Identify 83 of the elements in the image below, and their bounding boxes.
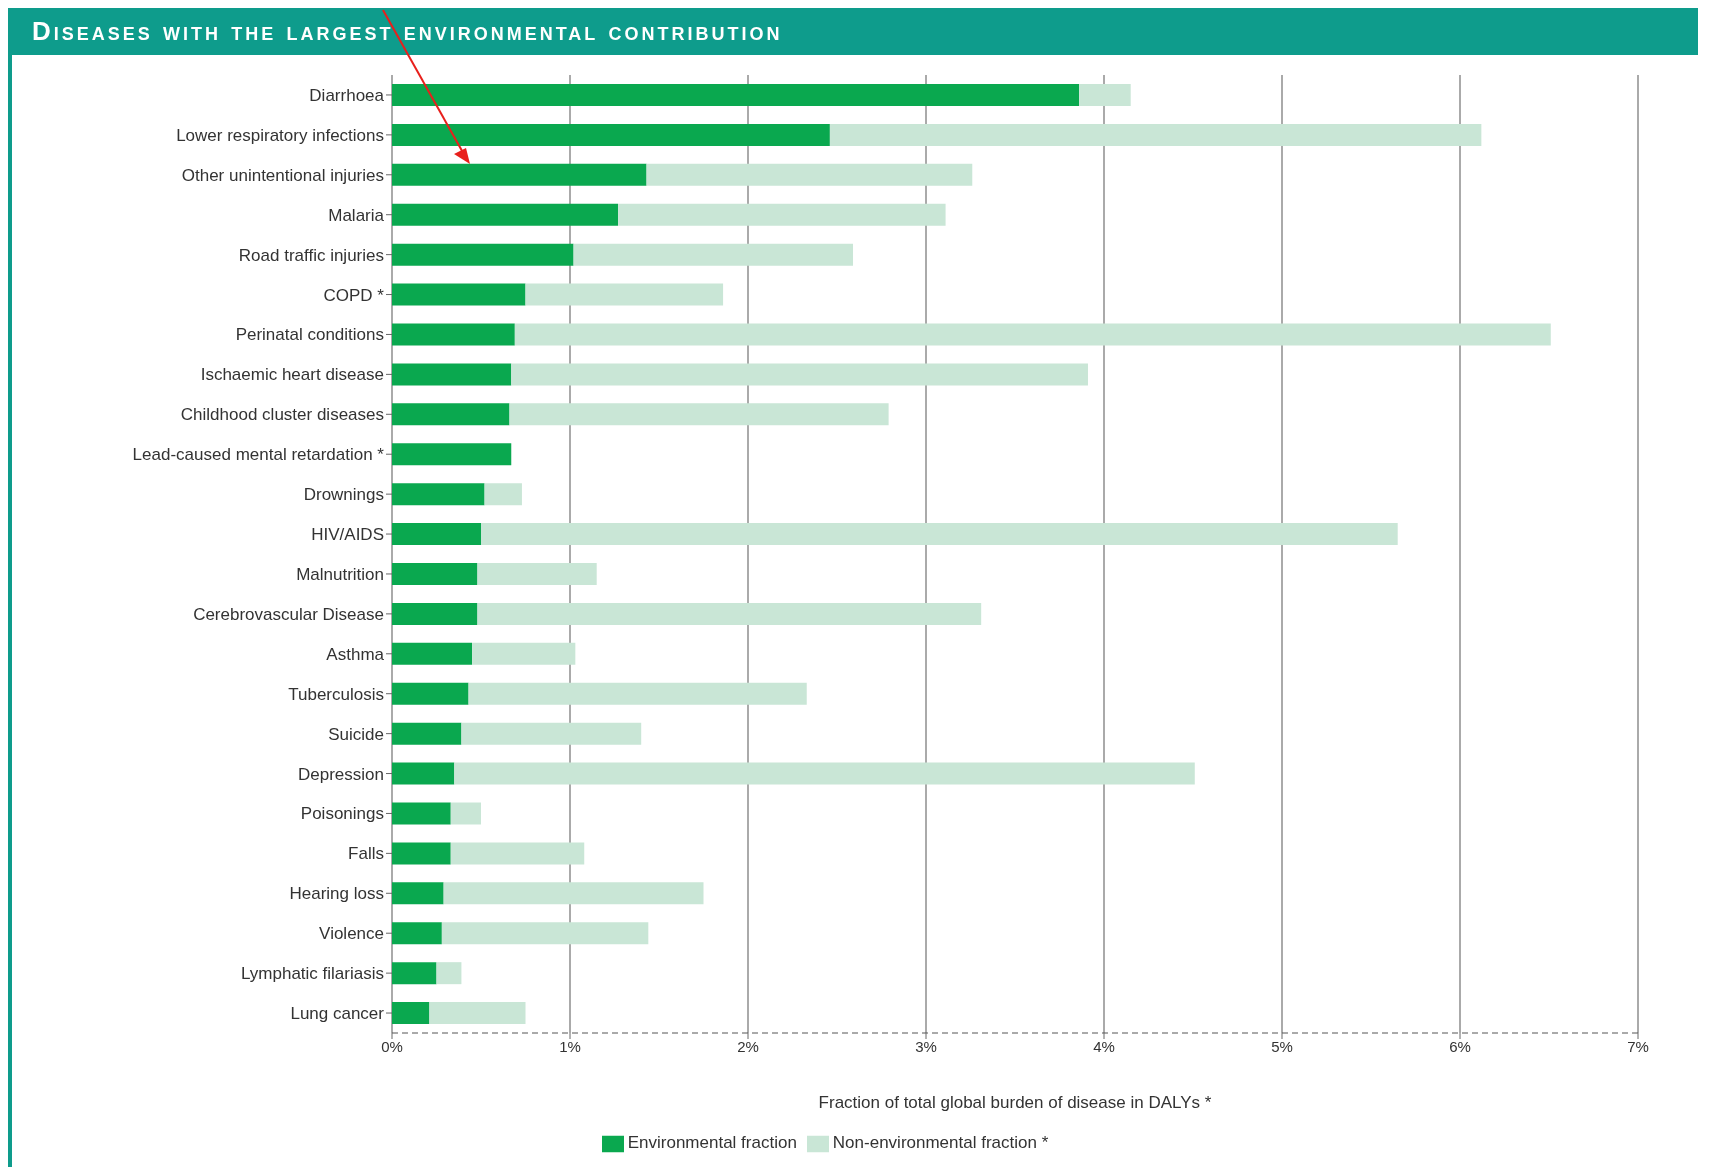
- bar: [392, 283, 526, 306]
- bar: [461, 722, 642, 745]
- y-tick-label: Malaria: [328, 205, 385, 225]
- bar: [392, 563, 478, 585]
- bar: [392, 84, 1080, 106]
- bar: [392, 323, 515, 346]
- bar: [392, 523, 481, 546]
- bar: [392, 403, 510, 426]
- bar: [573, 243, 854, 266]
- bar: [514, 323, 1551, 346]
- bar: [454, 762, 1195, 785]
- bar: [436, 962, 462, 985]
- bar: [525, 283, 724, 306]
- bar: [392, 682, 469, 705]
- x-tick-label: 6%: [1449, 1037, 1471, 1055]
- x-tick-label: 5%: [1271, 1037, 1293, 1055]
- x-tick-label: 0%: [381, 1037, 403, 1055]
- x-tick-label: 4%: [1093, 1037, 1115, 1055]
- y-tick-label: Suicide: [328, 724, 384, 744]
- x-tick-label: 3%: [915, 1037, 937, 1055]
- bar: [392, 483, 485, 506]
- bar: [468, 682, 807, 705]
- y-tick-label: Hearing loss: [289, 884, 384, 904]
- bar: [477, 602, 982, 625]
- bar: [392, 882, 444, 905]
- bar: [829, 123, 1482, 146]
- bar: [477, 563, 597, 585]
- x-axis-title: Fraction of total global burden of disease in DALYs *: [818, 1093, 1212, 1112]
- bar: [472, 642, 576, 665]
- bar: [392, 762, 455, 785]
- y-tick-label: Lead-caused mental retardation *: [132, 445, 385, 465]
- bar: [392, 443, 512, 466]
- bar: [392, 642, 473, 665]
- bar: [509, 403, 889, 426]
- y-tick-label: Ischaemic heart disease: [200, 365, 384, 385]
- x-tick-label: 2%: [737, 1037, 759, 1055]
- bar: [429, 1002, 526, 1025]
- bar: [450, 842, 585, 865]
- chart-title: Diseases with the largest environmental contribution: [32, 16, 783, 46]
- bar: [392, 243, 574, 266]
- bar: [392, 962, 437, 985]
- bar: [392, 842, 451, 865]
- bar: [511, 363, 1088, 386]
- y-tick-label: Cerebrovascular Disease: [193, 604, 384, 624]
- bar: [484, 483, 522, 506]
- x-tick-label: 7%: [1627, 1037, 1649, 1055]
- legend-label: Non-environmental fraction *: [832, 1133, 1049, 1153]
- bar: [392, 123, 830, 146]
- bar: [392, 602, 478, 625]
- y-tick-label: Violence: [319, 924, 384, 944]
- y-tick-label: Drownings: [303, 485, 384, 505]
- bar: [392, 1002, 430, 1025]
- y-tick-label: Poisonings: [300, 804, 384, 824]
- bar: [443, 882, 704, 905]
- y-tick-label: Other unintentional injuries: [181, 165, 384, 185]
- y-tick-label: Childhood cluster diseases: [180, 405, 384, 425]
- y-tick-label: COPD *: [323, 285, 385, 305]
- y-tick-label: Asthma: [326, 644, 385, 664]
- bar: [1079, 84, 1131, 106]
- bar: [392, 722, 462, 745]
- bar: [392, 163, 647, 186]
- bar: [481, 523, 1398, 546]
- bar: [392, 203, 619, 226]
- y-tick-label: Road traffic injuries: [238, 245, 384, 265]
- y-tick-label: Malnutrition: [296, 564, 384, 584]
- bar: [392, 363, 512, 386]
- bar: [450, 802, 481, 825]
- y-tick-label: Perinatal conditions: [235, 325, 384, 345]
- x-tick-label: 1%: [559, 1037, 581, 1055]
- y-tick-label: Lymphatic filariasis: [241, 964, 384, 984]
- bar: [392, 922, 442, 945]
- bar: [392, 802, 451, 825]
- y-tick-label: Falls: [348, 844, 384, 864]
- y-tick-label: HIV/AIDS: [311, 525, 384, 545]
- bar: [618, 203, 946, 226]
- y-tick-label: Diarrhoea: [309, 85, 385, 105]
- legend-label: Environmental fraction: [627, 1133, 797, 1153]
- bar: [441, 922, 649, 945]
- y-tick-label: Tuberculosis: [288, 684, 384, 704]
- bar: [646, 163, 973, 186]
- y-tick-label: Lung cancer: [290, 1004, 385, 1024]
- y-tick-label: Depression: [298, 764, 384, 784]
- y-tick-label: Lower respiratory infections: [176, 125, 384, 145]
